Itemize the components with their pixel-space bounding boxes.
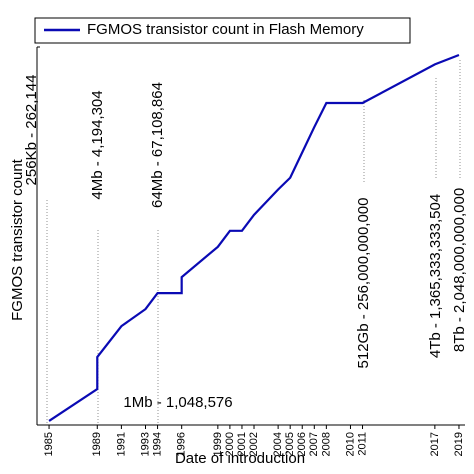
annotation: 512Gb - 256,000,000,000 [355,198,372,369]
x-tick-label: 2019 [453,432,465,456]
x-tick-label: 2004 [272,432,284,456]
x-tick-label: 1999 [212,432,224,456]
annotation: 8Tb - 2,048,000,000,000 [451,188,468,352]
x-tick-label: 1985 [43,432,55,456]
x-axis-label: Date of introduction [175,450,305,467]
series-line [48,53,460,422]
x-tick-label: 2007 [308,432,320,456]
x-tick-label: 1991 [115,432,127,456]
annotation: 4Tb - 1,365,333,333,504 [427,194,444,358]
legend-label: FGMOS transistor count in Flash Memory [87,21,364,38]
x-tick-label: 2000 [224,432,236,456]
annotation: 256Kb - 262,144 [23,75,40,186]
x-tick-label: 2010 [344,432,356,456]
x-tick-label: 2002 [248,432,260,456]
x-tick-label: 2005 [284,432,296,456]
x-tick-label: 2011 [356,432,368,456]
x-tick-label: 1996 [176,432,188,456]
x-tick-label: 1993 [139,432,151,456]
x-tick-label: 2006 [296,432,308,456]
x-tick-label: 2017 [429,432,441,456]
x-tick-label: 1989 [91,432,103,456]
annotation: 64Mb - 67,108,864 [149,82,166,208]
x-tick-label: 2008 [320,432,332,456]
annotation: 1Mb - 1,048,576 [123,394,232,411]
x-tick-label: 1994 [151,432,163,456]
annotation: 4Mb - 4,194,304 [89,90,106,199]
y-axis-label: FGMOS transistor count [9,158,26,321]
x-tick-label: 2001 [236,432,248,456]
legend [34,17,411,44]
